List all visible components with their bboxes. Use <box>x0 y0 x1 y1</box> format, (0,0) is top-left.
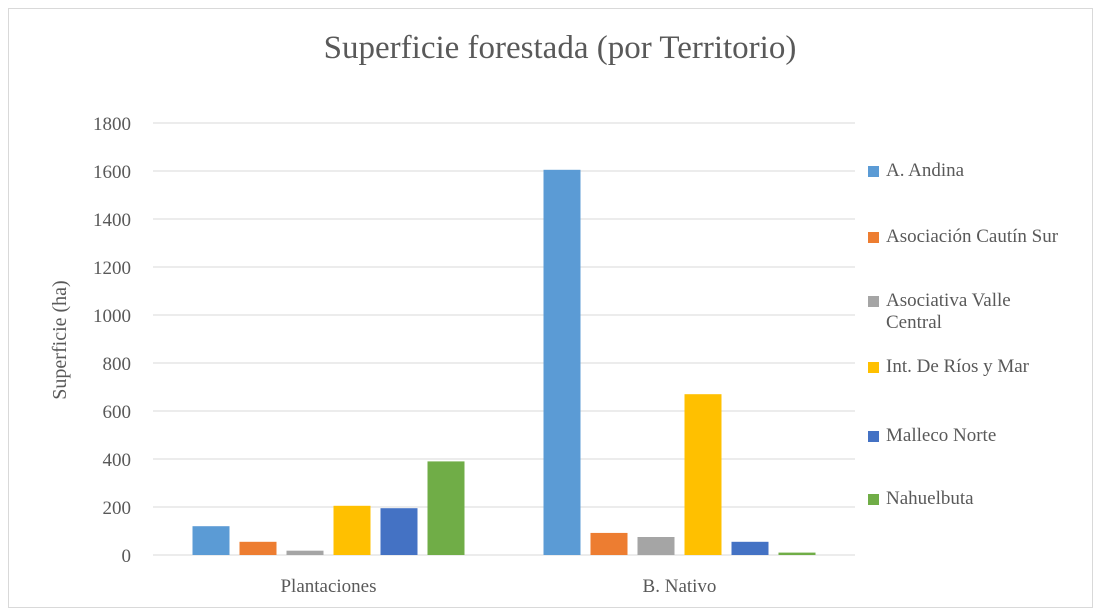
legend-label: Nahuelbuta <box>886 488 974 509</box>
bar <box>427 461 465 555</box>
legend-entry: A. Andina <box>868 160 1071 182</box>
y-tick-label: 1000 <box>93 306 131 327</box>
legend-label: Int. De Ríos y Mar <box>886 356 1030 377</box>
x-tick-label: B. Nativo <box>643 576 717 597</box>
y-tick-label: 800 <box>103 354 132 375</box>
bar <box>590 532 628 555</box>
bar <box>192 526 230 555</box>
y-tick-label: 0 <box>122 546 132 567</box>
legend-entry: Asociativa Valle Central <box>868 290 1071 334</box>
bar <box>333 505 371 555</box>
legend-swatch <box>868 232 879 243</box>
x-tick-label: Plantaciones <box>280 576 376 597</box>
legend-label: A. Andina <box>886 160 965 181</box>
legend-swatch <box>868 431 879 442</box>
bar <box>684 394 722 555</box>
y-axis-label: Superficie (ha) <box>49 280 71 399</box>
bar <box>380 508 418 555</box>
legend-label: Malleco Norte <box>886 425 997 446</box>
y-tick-label: 200 <box>103 498 132 519</box>
y-tick-label: 1600 <box>93 162 131 183</box>
legend-label: Asociativa Valle Central <box>886 290 1011 333</box>
legend-swatch <box>868 494 879 505</box>
legend-entry: Malleco Norte <box>868 425 1071 447</box>
legend-entry: Int. De Ríos y Mar <box>868 356 1071 378</box>
legend-swatch <box>868 166 879 177</box>
legend-swatch <box>868 362 879 373</box>
bar <box>778 552 816 555</box>
y-tick-label: 600 <box>103 402 132 423</box>
legend-label: Asociación Cautín Sur <box>886 226 1059 247</box>
bar <box>543 169 581 556</box>
legend-entry: Nahuelbuta <box>868 488 1071 510</box>
bar <box>731 541 769 555</box>
bar <box>239 541 277 555</box>
bar <box>637 537 675 555</box>
y-tick-label: 400 <box>103 450 132 471</box>
legend-swatch <box>868 296 879 307</box>
y-tick-label: 1400 <box>93 210 131 231</box>
y-tick-label: 1800 <box>93 114 131 135</box>
legend-entry: Asociación Cautín Sur <box>868 226 1071 248</box>
chart-title: Superficie forestada (por Territorio) <box>324 30 797 66</box>
y-tick-label: 1200 <box>93 258 131 279</box>
bar <box>286 550 324 555</box>
